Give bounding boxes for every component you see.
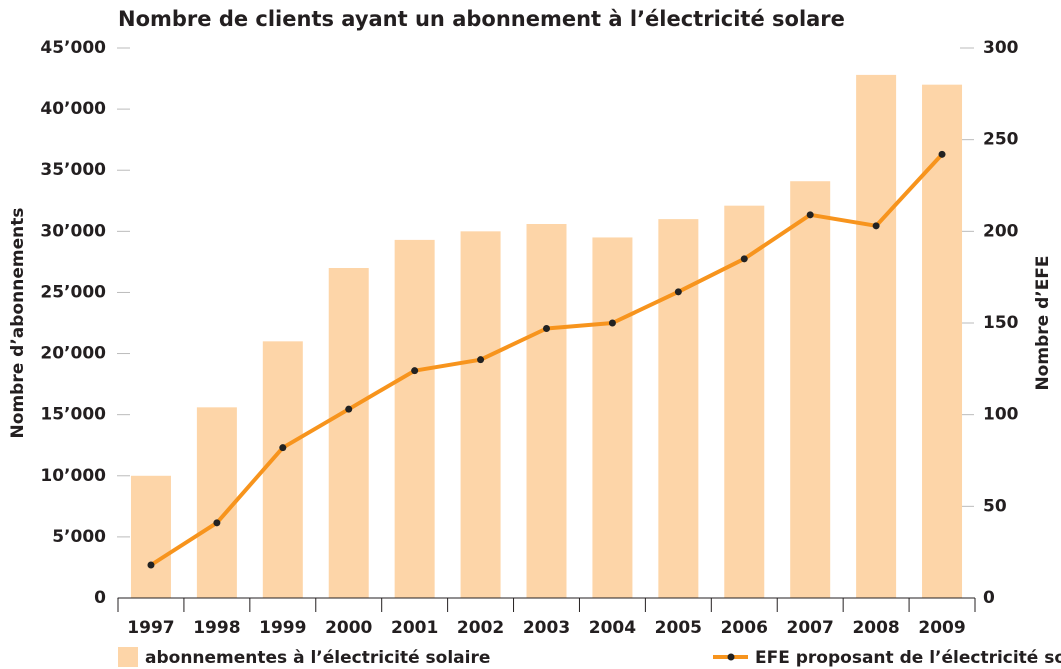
bar <box>658 219 699 598</box>
line-marker <box>938 150 946 158</box>
y-tick-label: 25’000 <box>40 282 106 302</box>
x-tick-label: 2001 <box>391 618 438 638</box>
line-marker <box>608 319 616 327</box>
line-marker <box>213 519 221 527</box>
x-tick-label: 2002 <box>457 618 504 638</box>
x-tick-label: 2004 <box>589 618 636 638</box>
line-marker <box>411 367 419 375</box>
y-tick-label: 30’000 <box>40 221 106 241</box>
bar <box>922 84 963 598</box>
y2-tick-label: 300 <box>983 38 1019 58</box>
y-tick-label: 40’000 <box>40 99 106 119</box>
y-tick-label: 10’000 <box>40 466 106 486</box>
y2-tick-label: 200 <box>983 221 1019 241</box>
line-marker <box>543 325 550 332</box>
y-tick-label: 35’000 <box>40 160 106 180</box>
x-tick-label: 2009 <box>918 618 965 638</box>
y-tick-label: 20’000 <box>40 344 106 364</box>
y-axis-label: Nombre d’abonnements <box>8 208 28 439</box>
y-tick-label: 45’000 <box>40 38 106 58</box>
y2-tick-label: 50 <box>983 496 1007 516</box>
bar <box>328 268 369 598</box>
x-tick-label: 2006 <box>721 618 768 638</box>
x-tick-label: 2008 <box>852 618 899 638</box>
y2-tick-label: 0 <box>983 588 995 608</box>
y2-tick-label: 150 <box>983 313 1019 333</box>
bar <box>196 407 237 598</box>
y2-axis-label: Nombre d’EFE <box>1033 255 1053 390</box>
line-marker <box>279 444 287 452</box>
x-tick-label: 1998 <box>193 618 240 638</box>
bar <box>262 341 303 598</box>
legend-marker <box>727 653 735 661</box>
bar <box>130 475 171 598</box>
legend-label: EFE proposant de l’électricité solaire <box>755 648 1061 668</box>
x-tick-label: 1999 <box>259 618 306 638</box>
bar <box>856 74 897 598</box>
bar <box>526 224 567 598</box>
legend-swatch <box>118 647 138 667</box>
y2-tick-label: 250 <box>983 130 1019 150</box>
bar <box>790 181 831 598</box>
x-tick-label: 2005 <box>655 618 702 638</box>
bar <box>460 231 501 599</box>
y2-tick-label: 100 <box>983 405 1019 425</box>
line-marker <box>740 255 748 263</box>
line-marker <box>477 356 485 364</box>
x-tick-label: 1997 <box>127 618 174 638</box>
x-tick-label: 2003 <box>523 618 570 638</box>
y-tick-label: 15’000 <box>40 405 106 425</box>
line-marker <box>147 561 155 569</box>
bar <box>394 239 435 598</box>
x-tick-label: 2007 <box>787 618 834 638</box>
bar <box>724 205 765 598</box>
line-marker <box>345 405 353 413</box>
x-tick-label: 2000 <box>325 618 372 638</box>
line-marker <box>872 222 880 230</box>
y-tick-label: 0 <box>94 588 106 608</box>
bar <box>592 237 633 598</box>
line-marker <box>806 211 814 219</box>
legend-label: abonnementes à l’électricité solaire <box>145 648 490 668</box>
y-tick-label: 5’000 <box>52 527 106 547</box>
chart-title: Nombre de clients ayant un abonnement à … <box>118 7 845 31</box>
line-marker <box>674 288 682 296</box>
